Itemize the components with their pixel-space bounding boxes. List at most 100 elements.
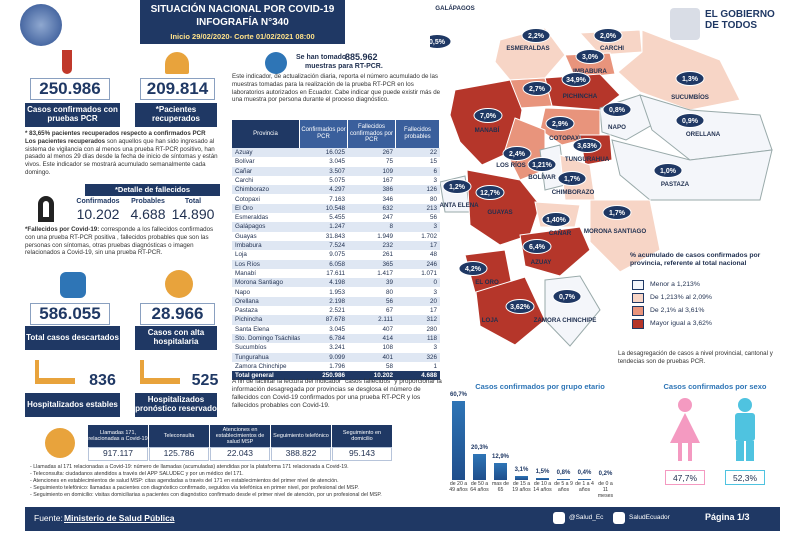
province-name: ZAMORA CHINCHIPE xyxy=(534,317,597,324)
table-cell: 80 xyxy=(348,287,396,297)
pct-bubble xyxy=(502,146,532,161)
ecuador-map: GALÁPAGOS 0,5% ESMERALDAS 2,2% CARCHI 2,0% IMB… xyxy=(430,5,773,347)
stat-value: 250.986 xyxy=(30,78,110,100)
table-cell: 5.455 xyxy=(300,213,348,223)
table-cell: 16.025 xyxy=(300,148,348,158)
stat-label: Hospitalizados estables xyxy=(25,393,120,417)
province-name: CARCHI xyxy=(600,45,624,52)
recovered-note: * 83,65% pacientes recuperados respecto … xyxy=(25,130,223,177)
province-name: AZUAY xyxy=(531,259,553,266)
legend-swatch xyxy=(632,280,644,290)
province-pct: 2,4% xyxy=(509,151,526,158)
pct-bubble xyxy=(593,28,623,43)
bed-icon xyxy=(140,360,180,384)
table-cell: El Oro xyxy=(232,203,300,214)
province-name: MORONA SANTIAGO xyxy=(584,228,647,235)
legend-swatch xyxy=(632,319,644,329)
legend-title: % acumulado de casos confirmados por pro… xyxy=(630,252,761,268)
table-cell: 261 xyxy=(348,250,396,260)
province-pct: 2,2% xyxy=(528,33,545,40)
sex-value-label: 47,7% xyxy=(665,470,705,485)
region xyxy=(617,29,741,111)
discharge-icon xyxy=(165,270,193,298)
table-cell: 1 xyxy=(396,361,440,372)
bar-value-label: 1,5% xyxy=(535,469,550,476)
x-tick-label: de 15 a 19 años xyxy=(512,481,531,493)
pct-bubble xyxy=(541,212,571,227)
table-cell: 17 xyxy=(396,306,440,316)
province-pct: 0,7% xyxy=(559,294,576,301)
bar-value-label: 0,4% xyxy=(577,470,592,477)
province-name: CAÑAR xyxy=(549,230,572,237)
province-name: SANTA ELENA xyxy=(435,202,479,209)
table-cell: Imbabura xyxy=(232,241,300,251)
table-cell: Santa Elena xyxy=(232,324,300,334)
table-cell: Cotopaxi xyxy=(232,194,300,204)
facebook-icon xyxy=(613,512,625,524)
service-value: 22.043 xyxy=(210,447,270,461)
table-cell: 3 xyxy=(396,287,440,297)
table-cell: 267 xyxy=(348,148,396,158)
table-cell: 9.099 xyxy=(300,352,348,362)
male-icon xyxy=(735,398,755,461)
death-value: 4.688 xyxy=(130,206,166,222)
service-header: Seguimiento en domicilio xyxy=(332,425,392,447)
samples-value: 885.962 xyxy=(345,52,378,62)
table-cell: 5.075 xyxy=(300,175,348,186)
service-value: 125.786 xyxy=(149,447,209,461)
table-cell: 7.524 xyxy=(300,241,348,251)
stat-value: 525 xyxy=(191,372,219,389)
x-tick-label: de 1 a 4 años xyxy=(575,481,594,493)
table-cell: 1.417 xyxy=(348,268,396,279)
table-cell: 75 xyxy=(348,157,396,167)
pct-bubble xyxy=(572,138,602,153)
table-cell: 6.784 xyxy=(300,334,348,344)
province-name: COTOPAXI xyxy=(549,135,581,142)
table-cell: Los Ríos xyxy=(232,259,300,269)
date: Inicio 29/02/2020- Corte 01/02/2021 08:0… xyxy=(170,32,315,41)
note-term: Los pacientes recuperados xyxy=(25,137,106,145)
table-cell: Manabí xyxy=(232,268,300,279)
province-name: BOLÍVAR xyxy=(528,173,556,181)
x-tick-label: de 10 a 14 años xyxy=(533,481,552,493)
bar xyxy=(557,478,570,480)
bar-value-label: 0,2% xyxy=(598,470,613,477)
table-header: Confirmados por PCR xyxy=(300,120,348,148)
table-cell: Carchi xyxy=(232,175,300,186)
province-name: IMBABURA xyxy=(573,68,607,75)
province-pct: 2,9% xyxy=(552,121,569,128)
table-cell: Morona Santiago xyxy=(232,278,300,288)
table-cell: 4.688 xyxy=(396,371,440,381)
pct-bubble xyxy=(653,163,683,178)
pct-bubble xyxy=(522,81,552,96)
table-cell: 3 xyxy=(396,175,440,186)
header-band xyxy=(140,0,345,44)
table-cell: 56 xyxy=(396,213,440,223)
bar-value-label: 20,3% xyxy=(470,444,488,451)
region xyxy=(611,139,773,201)
table-cell: 56 xyxy=(348,296,396,307)
province-pct: 4,2% xyxy=(465,266,482,273)
pct-bubble xyxy=(557,171,587,186)
twitter: @Salud_Ec xyxy=(569,514,604,521)
table-cell: 4.198 xyxy=(300,278,348,288)
table-cell: 250.986 xyxy=(300,371,348,381)
province-name: MANABÍ xyxy=(475,126,500,134)
bar-value-label: 3,1% xyxy=(514,466,529,473)
facebook: SaludEcuador xyxy=(629,514,670,521)
logo: EL GOBIERNO DE TODOS xyxy=(705,9,775,31)
discarded-icon xyxy=(60,272,86,298)
table-cell: 67 xyxy=(348,306,396,316)
samples-suffix: muestras para RT-PCR. xyxy=(305,63,383,70)
bar xyxy=(452,401,465,480)
pct-bubble xyxy=(475,185,505,200)
service-note: - Atenciones en establecimientos de salu… xyxy=(30,477,339,484)
subtitle: INFOGRAFÍA N°340 xyxy=(196,17,289,28)
service-header: Llamadas 171, relacionadas a Covid-19 xyxy=(88,425,148,447)
province-pct: 2,7% xyxy=(529,86,546,93)
table-cell: Zamora Chinchipe xyxy=(232,361,300,372)
table-cell: 401 xyxy=(348,352,396,362)
bar xyxy=(515,475,528,480)
ribbon-icon xyxy=(38,196,54,222)
